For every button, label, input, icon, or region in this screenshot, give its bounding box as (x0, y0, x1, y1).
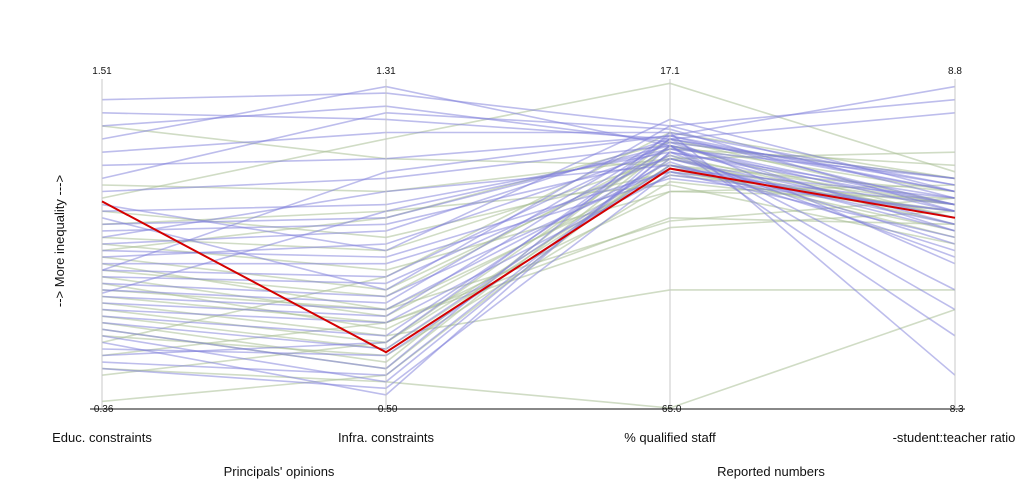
tick-min-infra: -0.50 (375, 404, 398, 415)
group-labels: Principals' opinions Reported numbers (224, 464, 826, 479)
blue-polyline-2 (101, 85, 956, 337)
green-polyline-21 (101, 308, 956, 409)
tick-max-infra: 1.31 (376, 66, 396, 77)
highlighted-polyline (101, 167, 956, 354)
axis-name-educ: Educ. constraints (52, 430, 152, 445)
blue-polyline-24 (101, 151, 956, 383)
blue-polyline-17 (101, 85, 956, 304)
green-polyline-14 (101, 289, 955, 337)
highlight-layer (101, 167, 956, 354)
tick-max-qualified: 17.1 (660, 66, 680, 77)
blue-polyline-33 (101, 105, 956, 180)
blue-polyline-29 (101, 170, 956, 390)
group-label-reported: Reported numbers (717, 464, 825, 479)
blue-polyline-30 (101, 125, 956, 291)
blue-polyline-34 (101, 148, 956, 294)
axis-name-infra: Infra. constraints (338, 430, 435, 445)
green-polyline-3 (101, 184, 956, 245)
green-polyline-25 (101, 180, 956, 357)
y-axis-label: --> More inequality ---> (52, 175, 67, 307)
green-polyline-24 (101, 157, 956, 206)
tick-max-educ: 1.51 (92, 66, 112, 77)
blue-polyline-3 (101, 131, 956, 186)
axis-names: Educ. constraints Infra. constraints % q… (52, 430, 1015, 445)
blue-polyline-19 (101, 138, 956, 318)
tick-labels: 1.51 -0.36 1.31 -0.50 17.1 -65.0 8.8 -8.… (91, 66, 964, 415)
blue-polyline-0 (101, 92, 956, 127)
axis-name-ratio: -student:teacher ratio (893, 430, 1016, 445)
axis-name-qualified: % qualified staff (624, 430, 716, 445)
blue-polyline-12 (101, 148, 956, 258)
blue-polyline-35 (101, 134, 956, 271)
tick-min-ratio: -8.3 (946, 404, 964, 415)
green-polyline-9 (101, 148, 956, 298)
blue-polyline-31 (101, 118, 956, 252)
tick-min-educ: -0.36 (91, 404, 114, 415)
green-polyline-1 (101, 82, 956, 199)
group-label-principals: Principals' opinions (224, 464, 335, 479)
green-polyline-12 (101, 197, 956, 311)
tick-max-ratio: 8.8 (948, 66, 962, 77)
blue-polyline-16 (101, 167, 956, 298)
blue-polyline-18 (101, 161, 956, 311)
tick-min-qualified: -65.0 (659, 404, 682, 415)
polylines-layer (101, 82, 956, 409)
blue-polyline-22 (101, 157, 956, 350)
